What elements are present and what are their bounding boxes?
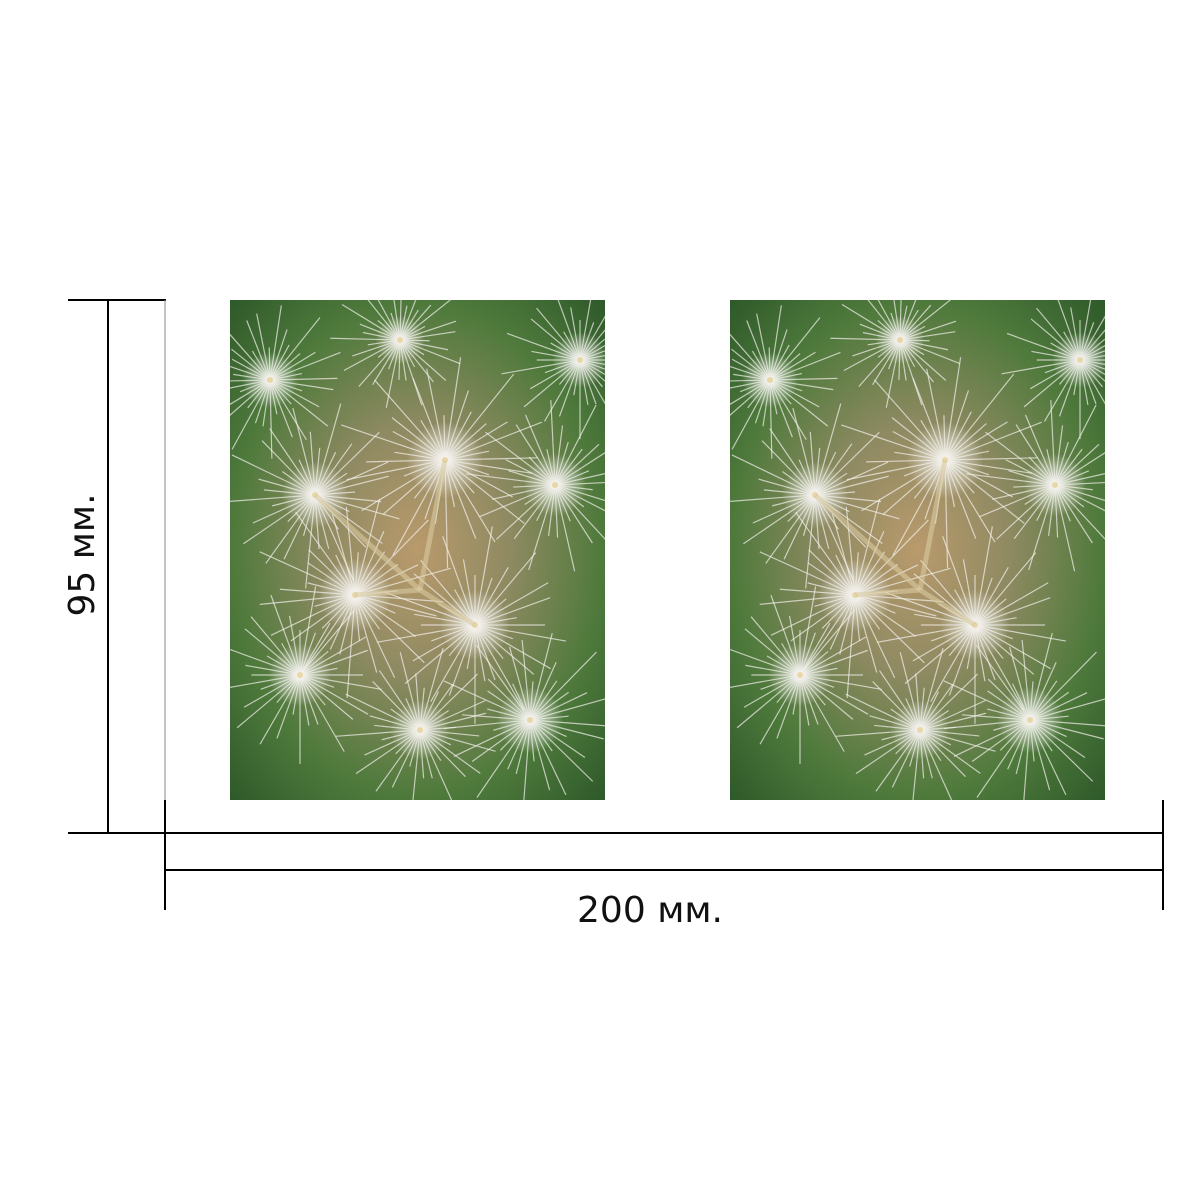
width-label: 200 мм. — [577, 890, 723, 931]
width-dimension — [164, 800, 1164, 910]
photo-left — [195, 275, 653, 814]
height-label: 95 мм. — [62, 493, 103, 616]
photo-right — [695, 275, 1153, 814]
height-dimension — [68, 299, 166, 834]
